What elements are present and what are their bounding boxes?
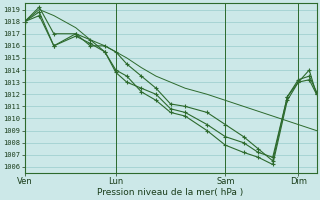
X-axis label: Pression niveau de la mer( hPa ): Pression niveau de la mer( hPa )	[98, 188, 244, 197]
